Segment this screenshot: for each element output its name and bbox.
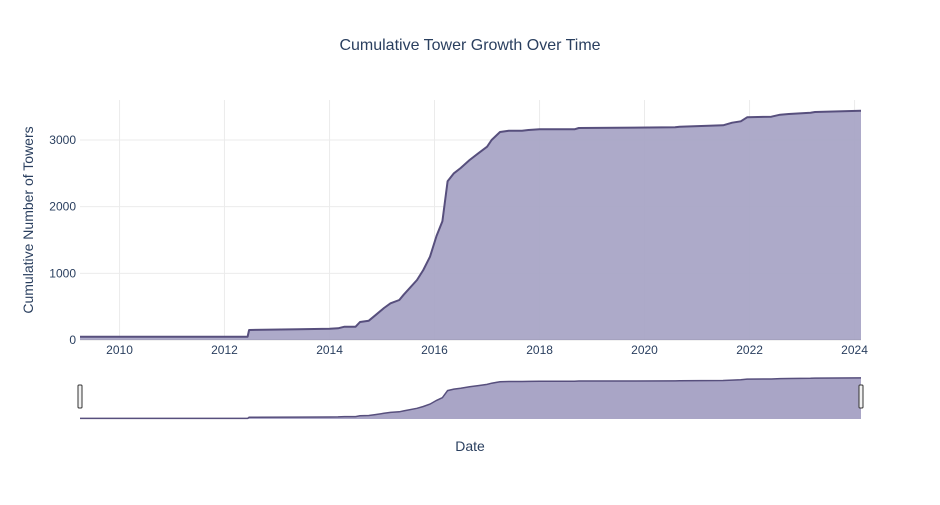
x-axis-ticks: 2010 2012 2014 2016 2018 2020 2022 2024 — [106, 343, 868, 357]
x-tick-label: 2014 — [316, 343, 343, 357]
y-tick-label: 3000 — [49, 133, 76, 147]
chart-title: Cumulative Tower Growth Over Time — [339, 37, 600, 54]
slider-line — [80, 377, 862, 420]
range-slider[interactable] — [77, 377, 864, 420]
series-line — [80, 109, 862, 338]
y-axis-label: Cumulative Number of Towers — [20, 126, 36, 313]
y-axis-ticks: 0 1000 2000 3000 — [49, 133, 76, 347]
x-tick-label: 2022 — [736, 343, 763, 357]
slider-handle-left[interactable] — [77, 384, 83, 409]
x-tick-label: 2024 — [841, 343, 868, 357]
slider-area — [80, 377, 861, 419]
main-plot-area — [80, 109, 862, 341]
x-tick-label: 2018 — [526, 343, 553, 357]
x-tick-label: 2012 — [211, 343, 238, 357]
series-area — [80, 110, 861, 340]
x-tick-label: 2016 — [421, 343, 448, 357]
x-axis-label: Date — [455, 438, 485, 454]
x-tick-label: 2020 — [631, 343, 658, 357]
x-tick-label: 2010 — [106, 343, 133, 357]
y-tick-label: 2000 — [49, 200, 76, 214]
y-tick-label: 1000 — [49, 266, 76, 280]
y-tick-label: 0 — [69, 333, 76, 347]
slider-handle-right[interactable] — [858, 384, 864, 409]
